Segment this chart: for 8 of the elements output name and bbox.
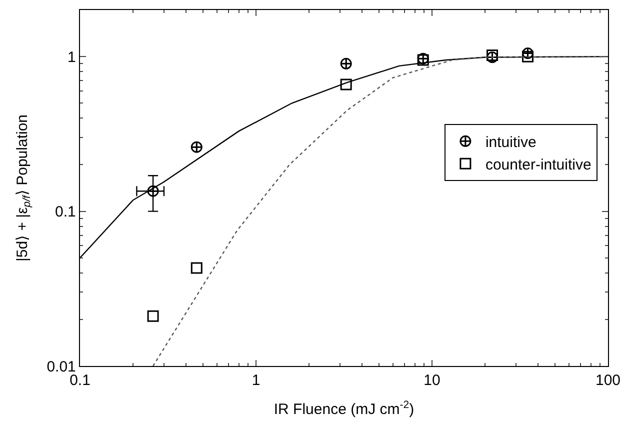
y-tick-label: 1 xyxy=(68,48,76,66)
x-axis-title: IR Fluence (mJ cm$^{-2}$) xyxy=(274,398,414,418)
x-tick-label: 100 xyxy=(595,372,621,390)
legend-label: counter-intuitive xyxy=(485,156,592,174)
x-tick-label: 1 xyxy=(252,372,260,390)
y-tick-label: 0.1 xyxy=(55,204,76,221)
legend-label: intuitive xyxy=(485,134,536,151)
x-tick-label: 10 xyxy=(424,372,440,390)
